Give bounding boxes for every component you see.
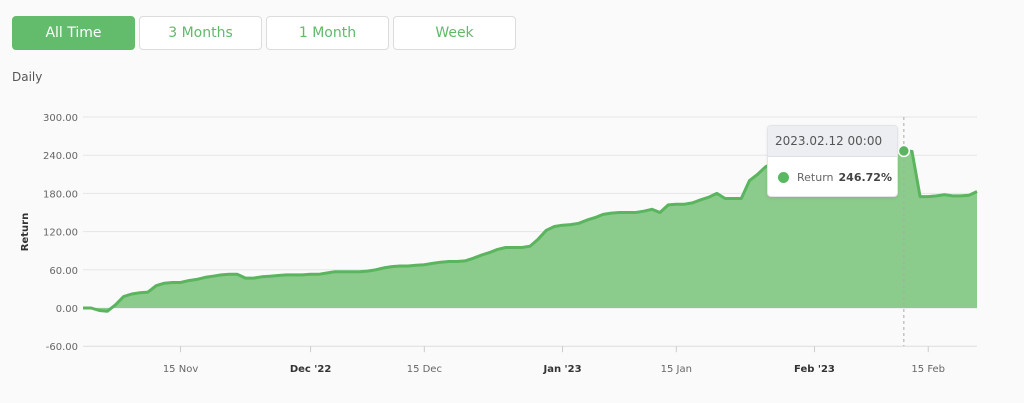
all-time-button[interactable]: All Time <box>12 16 135 50</box>
1-month-button[interactable]: 1 Month <box>266 16 389 50</box>
x-tick-label: Feb '23 <box>794 364 835 375</box>
week-button[interactable]: Week <box>393 16 516 50</box>
y-tick-label: 180.00 <box>43 189 78 200</box>
y-axis-label: Return <box>20 213 31 251</box>
y-tick-label: 120.00 <box>43 228 78 239</box>
y-tick-label: 0.00 <box>56 304 78 315</box>
tooltip-series: Return <box>797 170 834 184</box>
y-tick-label: 60.00 <box>49 266 78 277</box>
y-tick-label: 300.00 <box>43 113 78 124</box>
y-tick-label: 240.00 <box>43 151 78 162</box>
tooltip: 2023.02.12 00:00 Return 246.72% <box>767 125 898 197</box>
x-tick-label: 15 Dec <box>407 364 442 375</box>
x-tick-label: 15 Nov <box>163 364 199 375</box>
y-tick-label: -60.00 <box>46 342 78 353</box>
frequency-label: Daily <box>12 70 43 84</box>
range-selector: All Time 3 Months 1 Month Week <box>12 16 516 50</box>
series-dot-icon <box>778 171 789 183</box>
3-months-button[interactable]: 3 Months <box>139 16 262 50</box>
highlight-marker <box>897 144 911 158</box>
x-tick-label: 15 Feb <box>911 364 945 375</box>
x-tick-label: Dec '22 <box>290 364 332 375</box>
tooltip-value: 246.72% <box>838 170 892 184</box>
tooltip-date: 2023.02.12 00:00 <box>768 126 897 157</box>
x-tick-label: 15 Jan <box>661 364 692 375</box>
return-area <box>83 150 977 312</box>
x-tick-label: Jan '23 <box>542 364 581 375</box>
